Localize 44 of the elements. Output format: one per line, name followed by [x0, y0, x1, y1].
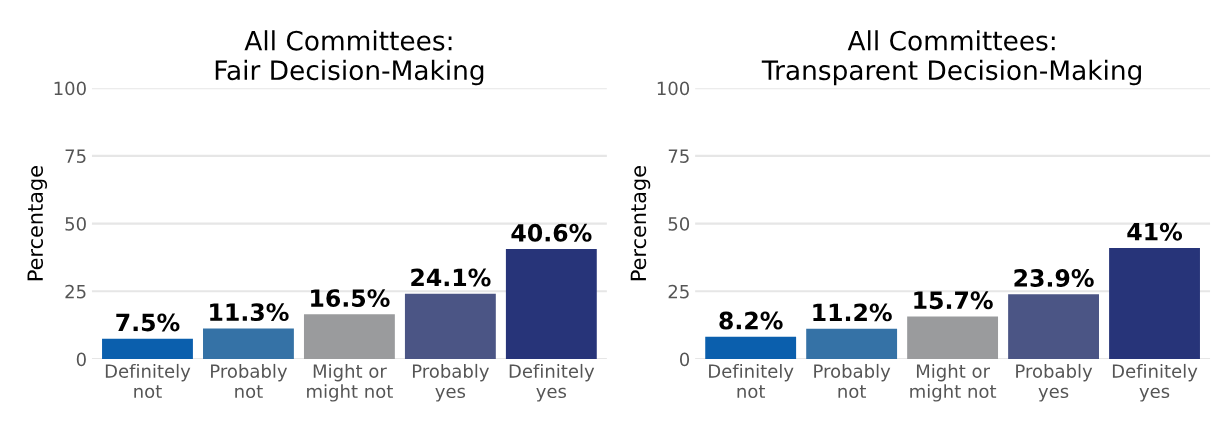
y-axis-title: Percentage: [630, 166, 651, 281]
x-tick-label: Probably yes: [412, 363, 489, 402]
x-tick-label: Probably not: [814, 363, 891, 399]
chart-title: All Committees: Fair Decision-Making: [215, 30, 484, 86]
x-tick-label: Definitely yes: [1112, 363, 1198, 402]
bar: [806, 328, 898, 360]
bar: [404, 293, 496, 360]
bar: [1109, 247, 1200, 360]
bar: [505, 249, 597, 360]
x-tick-label: Definitely not: [709, 363, 794, 399]
data-label: 16.5%: [311, 289, 390, 307]
x-tick-label: Probably yes: [1016, 363, 1093, 402]
y-tick-label: 75: [668, 149, 689, 163]
y-tick-label: 50: [65, 217, 86, 231]
data-label: 15.7%: [914, 291, 993, 310]
bar: [705, 336, 797, 360]
x-tick-label: Definitely yes: [509, 363, 595, 402]
data-label: 41%: [1127, 222, 1183, 241]
data-label: 23.9%: [1014, 269, 1094, 287]
data-label: 8.2%: [719, 311, 783, 330]
x-tick-label: Definitely not: [105, 363, 191, 399]
y-tick-label: 100: [657, 81, 690, 96]
data-label: 24.1%: [411, 268, 491, 287]
data-label: 40.6%: [511, 223, 592, 242]
y-tick-label: 25: [65, 284, 86, 299]
chart-title: All Committees: Transparent Decision-Making: [761, 30, 1141, 86]
bar: [303, 314, 395, 360]
bar: [907, 316, 999, 360]
y-tick-label: 0: [76, 352, 86, 367]
y-tick-label: 25: [668, 284, 689, 299]
data-label: 11.3%: [210, 303, 289, 322]
bar: [203, 328, 294, 360]
y-tick-label: 50: [668, 217, 690, 231]
y-tick-label: 100: [54, 81, 86, 96]
y-tick-label: 75: [65, 149, 86, 163]
bar: [102, 338, 193, 360]
data-label: 7.5%: [116, 313, 180, 332]
x-tick-label: Might or might not: [307, 363, 393, 402]
data-label: 11.2%: [813, 303, 892, 322]
x-tick-label: Might or might not: [910, 363, 997, 402]
bar: [1008, 294, 1099, 360]
y-axis-title: Percentage: [27, 166, 48, 281]
y-tick-label: 0: [679, 352, 690, 367]
x-tick-label: Probably not: [211, 363, 288, 399]
